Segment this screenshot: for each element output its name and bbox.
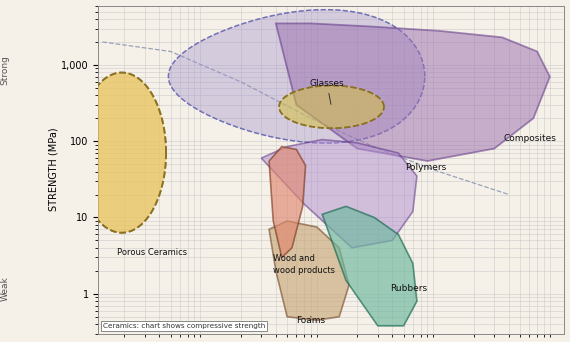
Text: Strong: Strong xyxy=(1,55,10,85)
Polygon shape xyxy=(279,86,384,128)
Polygon shape xyxy=(168,10,425,143)
Text: Foams: Foams xyxy=(296,316,325,325)
Polygon shape xyxy=(78,73,166,233)
Text: Composites: Composites xyxy=(503,134,556,143)
Y-axis label: STRENGTH (MPa): STRENGTH (MPa) xyxy=(48,128,58,211)
Polygon shape xyxy=(261,140,417,248)
Text: Wood and
wood products: Wood and wood products xyxy=(273,254,335,275)
Polygon shape xyxy=(269,221,349,320)
Polygon shape xyxy=(269,147,306,258)
Text: Weak: Weak xyxy=(1,276,10,301)
Polygon shape xyxy=(322,206,417,326)
Text: Porous Ceramics: Porous Ceramics xyxy=(117,248,188,257)
Text: Rubbers: Rubbers xyxy=(390,284,427,293)
Text: Glasses: Glasses xyxy=(310,79,344,104)
Text: Polymers: Polymers xyxy=(406,163,447,172)
Polygon shape xyxy=(276,23,550,161)
Text: Ceramics: chart shows compressive strength: Ceramics: chart shows compressive streng… xyxy=(103,323,265,329)
